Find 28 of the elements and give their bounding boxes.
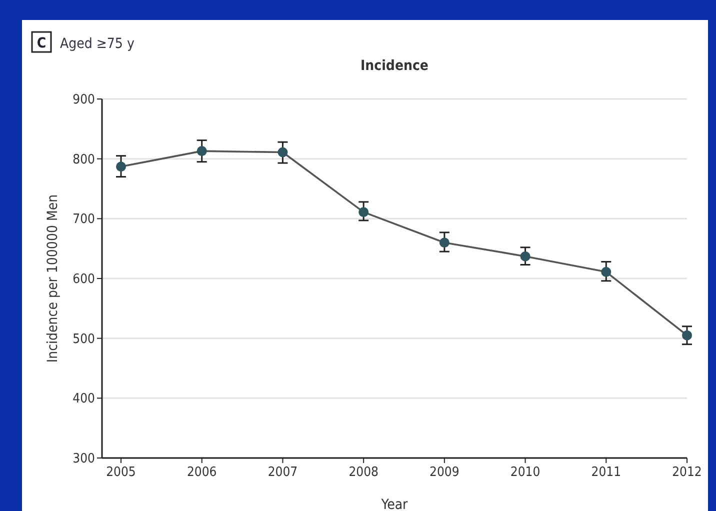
y-axis-title: Incidence per 100000 Men [45, 194, 61, 363]
x-tick-label: 2011 [591, 465, 622, 480]
point [278, 147, 288, 158]
point [520, 251, 530, 262]
point [116, 162, 126, 172]
x-tick-label: 2008 [348, 465, 378, 480]
y-tick-label: 600 [72, 272, 95, 287]
chart-subtitle: Incidence [360, 58, 428, 74]
point [358, 207, 369, 218]
x-tick-label: 2007 [268, 465, 298, 480]
point [682, 330, 692, 340]
point [601, 266, 612, 277]
point [196, 146, 207, 156]
x-tick-label: 2009 [430, 465, 460, 480]
y-tick-label: 900 [72, 92, 95, 108]
y-tick-label: 300 [72, 452, 95, 466]
point [439, 238, 450, 248]
x-tick-label: 2005 [106, 465, 136, 480]
text: C [36, 36, 46, 52]
y-tick-label: 700 [72, 212, 95, 228]
x-tick-label: 2010 [510, 465, 540, 480]
y-tick-label: 400 [72, 392, 95, 407]
x-tick-label: 2006 [186, 465, 217, 480]
y-tick-label: 800 [72, 152, 95, 168]
x-axis-title: Year [380, 497, 409, 511]
chart-title: Aged ≥75 y [60, 36, 135, 52]
y-tick-label: 500 [72, 332, 95, 347]
x-tick-label: 2012 [672, 465, 702, 480]
